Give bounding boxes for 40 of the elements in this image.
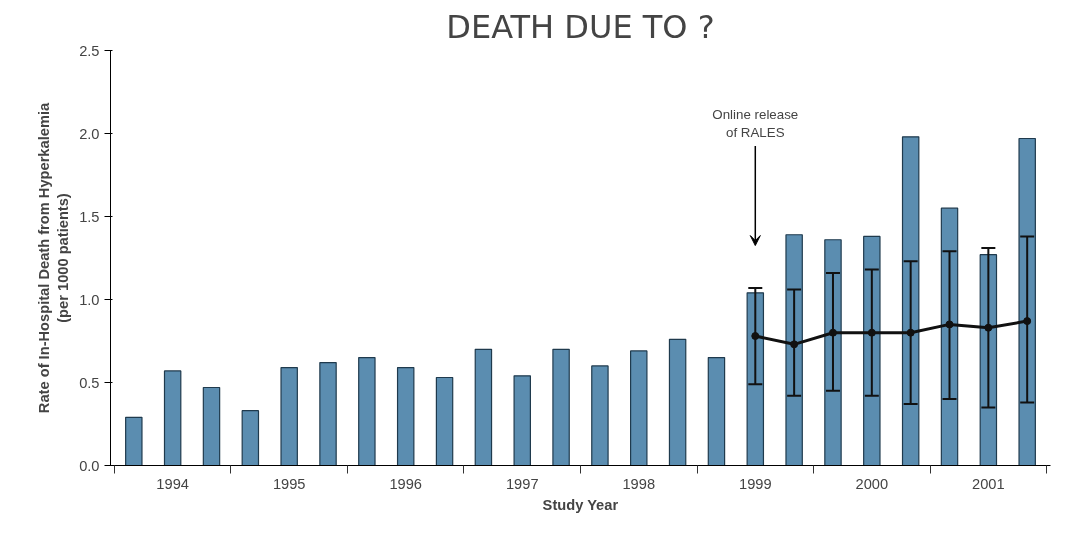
bar — [435, 376, 454, 466]
bar — [358, 357, 376, 466]
bar — [1018, 137, 1036, 466]
x-tick-label: 1997 — [505, 475, 539, 492]
bar — [202, 386, 221, 466]
y-axis-title: Rate of In-Hospital Death from Hyperkalemia (per 1000 patients) — [35, 102, 72, 414]
x-tick-label: 1995 — [272, 475, 306, 492]
bar — [591, 365, 609, 466]
bar — [474, 348, 493, 466]
y-tick-label: 0.5 — [79, 374, 100, 391]
y-tick-label: 1.0 — [79, 291, 100, 308]
bar — [396, 366, 415, 466]
chart-title: DEATH DUE TO ? — [446, 7, 715, 46]
bar — [630, 350, 648, 466]
y-tick-label: 2.0 — [79, 125, 100, 142]
bar — [707, 357, 726, 466]
y-tick-label: 2.5 — [79, 42, 100, 59]
bar — [746, 292, 765, 466]
bar — [319, 361, 337, 466]
bar — [241, 410, 260, 466]
bar — [940, 207, 959, 466]
bar — [552, 348, 570, 466]
x-axis-title: Study Year — [542, 496, 619, 513]
annotation: Online release of RALES — [712, 106, 799, 140]
bar — [785, 234, 803, 466]
x-tick-label: 2000 — [855, 475, 889, 492]
bar — [668, 338, 687, 466]
y-tick-label: 0.0 — [79, 457, 100, 474]
bar — [513, 375, 531, 466]
x-tick-label: 1996 — [389, 475, 423, 492]
y-tick-label: 1.5 — [79, 208, 100, 225]
x-tick-label: 1994 — [156, 475, 189, 492]
bar — [863, 235, 881, 466]
x-tick-label: 2001 — [972, 475, 1005, 492]
x-tick-label: 1999 — [738, 475, 772, 492]
bar — [163, 370, 182, 466]
bar — [901, 136, 920, 466]
x-tick-label: 1998 — [622, 475, 656, 492]
bar — [280, 366, 298, 466]
bar — [125, 416, 143, 466]
